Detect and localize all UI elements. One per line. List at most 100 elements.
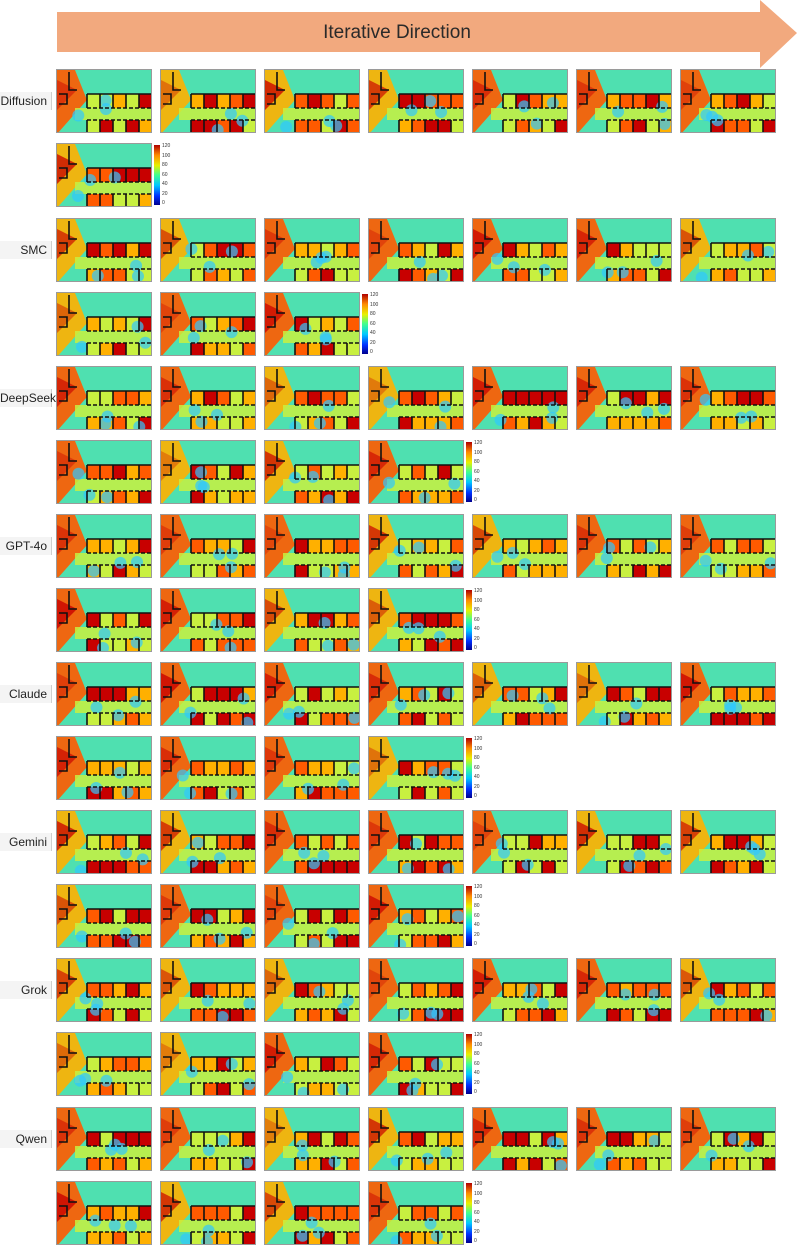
heatmap-tile — [56, 292, 152, 356]
heatmap-tile — [472, 69, 568, 133]
heatmap-tile — [680, 218, 776, 282]
heatmap-tile — [264, 1181, 360, 1245]
heatmap-tile — [680, 69, 776, 133]
method-label-smc: SMC — [0, 241, 52, 259]
colorbar-tick-label: 80 — [162, 162, 168, 168]
colorbar-tick-label: 120 — [474, 1181, 483, 1187]
heatmap-tile — [264, 366, 360, 430]
heatmap-tile — [160, 810, 256, 874]
heatmap-tile — [264, 292, 360, 356]
colorbar-tick-label: 20 — [474, 1079, 480, 1086]
heatmap-tile — [576, 810, 672, 874]
heatmap-tile — [368, 440, 464, 504]
colorbar-tick-label: 100 — [474, 745, 483, 752]
heatmap-tile — [160, 218, 256, 282]
colorbar-tick-label: 20 — [162, 190, 168, 197]
iterative-direction-arrow — [57, 0, 797, 68]
heatmap-tile — [160, 1032, 256, 1096]
heatmap-tile — [56, 1181, 152, 1245]
heatmap-tile — [264, 440, 360, 504]
heatmap-tile — [264, 958, 360, 1022]
colorbar-tick-label: 80 — [474, 607, 480, 613]
colorbar-tick-label: 60 — [370, 320, 376, 327]
heatmap-tile — [680, 366, 776, 430]
heatmap-tile — [160, 662, 256, 726]
heatmap-tile — [472, 218, 568, 282]
heatmap-tile — [56, 1107, 152, 1171]
heatmap-tile — [264, 1107, 360, 1171]
colorbar-tick-label: 20 — [474, 783, 480, 790]
colorbar — [466, 1034, 472, 1094]
colorbar-tick-label: 20 — [474, 1228, 480, 1235]
heatmap-tile — [680, 514, 776, 578]
colorbar-tick-label: 60 — [474, 1209, 480, 1216]
heatmap-tile — [368, 366, 464, 430]
heatmap-tile — [264, 218, 360, 282]
colorbar — [466, 886, 472, 946]
heatmap-tile — [472, 1107, 568, 1171]
heatmap-tile — [56, 662, 152, 726]
heatmap-tile — [56, 440, 152, 504]
heatmap-tile — [160, 588, 256, 652]
colorbar-tick-label: 80 — [474, 755, 480, 761]
heatmap-tile — [368, 958, 464, 1022]
colorbar — [466, 738, 472, 798]
colorbar-tick-label: 0 — [474, 941, 477, 947]
heatmap-tile — [160, 1181, 256, 1245]
heatmap-tile — [160, 884, 256, 948]
colorbar-tick-label: 100 — [474, 597, 483, 604]
heatmap-tile — [264, 588, 360, 652]
method-label-gemini: Gemini — [0, 833, 52, 851]
colorbar-tick-label: 60 — [474, 912, 480, 919]
colorbar-tick-label: 20 — [474, 487, 480, 494]
colorbar-tick-label: 100 — [474, 1041, 483, 1048]
heatmap-tile — [264, 1032, 360, 1096]
method-label-deepseek: DeepSeek — [0, 389, 57, 407]
colorbar-tick-label: 40 — [474, 922, 480, 928]
heatmap-tile — [160, 736, 256, 800]
colorbar — [466, 590, 472, 650]
heatmap-tile — [576, 662, 672, 726]
heatmap-tile — [472, 958, 568, 1022]
colorbar-tick-label: 120 — [474, 440, 483, 446]
heatmap-tile — [368, 514, 464, 578]
heatmap-tile — [56, 514, 152, 578]
colorbar-tick-label: 60 — [474, 764, 480, 771]
colorbar — [466, 1183, 472, 1243]
heatmap-tile — [160, 1107, 256, 1171]
heatmap-tile — [576, 366, 672, 430]
heatmap-tile — [368, 1107, 464, 1171]
method-label-gpt-4o: GPT-4o — [0, 537, 52, 555]
heatmap-tile — [56, 810, 152, 874]
colorbar-tick-label: 20 — [474, 635, 480, 642]
heatmap-tile — [56, 588, 152, 652]
colorbar-tick-label: 0 — [370, 349, 373, 355]
heatmap-tile — [576, 958, 672, 1022]
method-label-qwen: Qwen — [0, 1130, 52, 1148]
heatmap-tile — [576, 218, 672, 282]
method-label-claude: Claude — [0, 685, 52, 703]
colorbar — [362, 294, 368, 354]
heatmap-tile — [56, 958, 152, 1022]
heatmap-tile — [56, 69, 152, 133]
heatmap-tile — [368, 736, 464, 800]
colorbar-tick-label: 100 — [474, 893, 483, 900]
heatmap-tile — [56, 884, 152, 948]
heatmap-tile — [160, 514, 256, 578]
heatmap-tile — [264, 662, 360, 726]
heatmap-tile — [368, 662, 464, 726]
colorbar-tick-label: 40 — [370, 330, 376, 336]
colorbar-tick-label: 40 — [474, 1219, 480, 1225]
heatmap-tile — [368, 588, 464, 652]
colorbar-tick-label: 20 — [370, 339, 376, 346]
heatmap-tile — [264, 810, 360, 874]
heatmap-tile — [368, 69, 464, 133]
heatmap-tile — [56, 1032, 152, 1096]
heatmap-tile — [576, 69, 672, 133]
heatmap-tile — [264, 514, 360, 578]
colorbar-tick-label: 60 — [474, 468, 480, 475]
heatmap-tile — [264, 69, 360, 133]
heatmap-tile — [368, 218, 464, 282]
colorbar-tick-label: 60 — [474, 1060, 480, 1067]
heatmap-tile — [680, 1107, 776, 1171]
